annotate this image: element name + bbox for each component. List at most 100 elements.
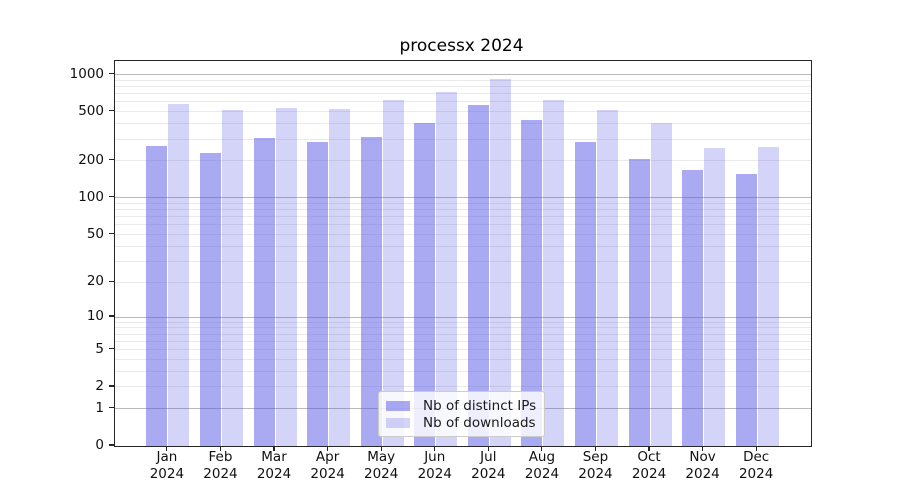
x-tick-label: Sep 2024 <box>578 449 613 482</box>
y-tick-mark <box>108 159 114 161</box>
x-tick-label: Jan 2024 <box>149 449 185 482</box>
bar-distinct-ips-may <box>360 136 382 446</box>
x-tick-label: Mar 2024 <box>256 449 292 482</box>
gridline-minor <box>114 123 811 125</box>
y-tick-label: 20 <box>86 273 104 290</box>
gridline-major <box>114 197 811 199</box>
x-tick-mark <box>702 446 704 451</box>
bar-distinct-ips-jul <box>467 105 489 446</box>
bar-downloads-oct <box>650 122 672 446</box>
y-tick-mark <box>108 407 114 409</box>
y-tick-mark <box>108 315 114 317</box>
y-tick-label: 2 <box>95 377 104 394</box>
y-tick-label: 100 <box>78 188 104 205</box>
y-tick-mark <box>108 385 114 387</box>
gridline-minor <box>114 260 811 262</box>
x-tick-mark <box>648 446 650 451</box>
gridline-major <box>114 74 811 76</box>
x-tick-label: Aug 2024 <box>524 449 560 482</box>
y-tick-label: 10 <box>86 308 104 325</box>
gridline-minor <box>114 340 811 342</box>
x-tick-label: May 2024 <box>363 449 399 482</box>
bar-distinct-ips-jun <box>414 122 436 446</box>
bar-distinct-ips-sep <box>574 142 596 446</box>
x-tick-mark <box>487 446 489 451</box>
y-tick-mark <box>108 280 114 282</box>
bar-downloads-feb <box>221 110 243 446</box>
gridline-minor <box>114 370 811 372</box>
bar-downloads-mar <box>275 107 297 446</box>
gridline-minor <box>114 216 811 218</box>
legend-swatch-downloads <box>386 417 410 428</box>
y-tick-mark <box>108 196 114 198</box>
gridline-minor <box>114 333 811 335</box>
y-tick-mark <box>108 72 114 75</box>
bar-distinct-ips-nov <box>682 169 704 446</box>
y-tick-label: 1 <box>95 399 104 416</box>
bar-downloads-aug <box>543 100 565 446</box>
y-tick-mark <box>108 444 114 446</box>
bar-distinct-ips-feb <box>199 153 221 446</box>
bar-downloads-jan <box>168 103 190 446</box>
x-tick-mark <box>755 446 757 451</box>
gridline-minor <box>114 93 811 95</box>
y-tick-mark <box>108 348 114 350</box>
gridline-minor <box>114 202 811 204</box>
x-tick-mark <box>273 446 275 451</box>
y-tick-label: 500 <box>78 102 104 119</box>
chart-title: processx 2024 <box>399 36 524 56</box>
gridline-minor <box>114 224 811 226</box>
x-tick-mark <box>594 446 597 451</box>
gridline-minor <box>114 327 811 329</box>
legend-item-downloads: Nb of downloads <box>386 415 536 431</box>
gridline-minor <box>114 358 811 360</box>
x-tick-label: Oct 2024 <box>631 449 667 482</box>
bar-distinct-ips-dec <box>735 174 757 446</box>
x-tick-mark <box>327 446 329 451</box>
x-tick-mark <box>380 446 382 451</box>
gridline-minor <box>114 234 811 236</box>
y-tick-label: 1000 <box>69 65 104 82</box>
gridline-minor <box>114 79 811 81</box>
x-tick-mark <box>219 446 222 451</box>
y-tick-mark <box>108 110 114 112</box>
x-tick-label: Apr 2024 <box>310 449 345 482</box>
gridline-minor <box>114 281 811 283</box>
y-tick-mark <box>108 233 114 235</box>
bar-distinct-ips-aug <box>521 120 543 446</box>
gridline-major <box>114 316 811 318</box>
bar-distinct-ips-mar <box>253 138 275 446</box>
x-tick-mark <box>166 446 168 451</box>
gridline-minor <box>114 321 811 323</box>
x-tick-label: Feb 2024 <box>203 449 238 482</box>
gridline-minor <box>114 386 811 388</box>
gridline-minor <box>114 111 811 113</box>
legend-swatch-distinct-ips <box>386 400 410 411</box>
legend-label-downloads: Nb of downloads <box>423 414 536 431</box>
bar-downloads-nov <box>704 147 726 446</box>
bar-distinct-ips-oct <box>628 158 650 446</box>
x-tick-label: Jul 2024 <box>471 449 506 482</box>
y-tick-label: 5 <box>95 340 104 357</box>
bar-downloads-apr <box>329 109 351 446</box>
x-tick-mark <box>434 446 436 451</box>
bar-distinct-ips-jan <box>146 146 168 446</box>
y-tick-label: 0 <box>95 437 104 453</box>
gridline-minor <box>114 209 811 211</box>
plot-area <box>113 60 812 447</box>
gridline-minor <box>114 349 811 351</box>
y-tick-label: 200 <box>78 151 104 168</box>
x-tick-mark <box>541 446 543 451</box>
gridline-minor <box>114 245 811 247</box>
bar-downloads-jun <box>436 91 458 446</box>
x-tick-label: Jun 2024 <box>417 449 452 482</box>
bar-downloads-dec <box>757 146 779 446</box>
gridline-minor <box>114 138 811 140</box>
legend-item-distinct-ips: Nb of distinct IPs <box>386 398 536 414</box>
gridline-minor <box>114 160 811 162</box>
gridline-minor <box>114 101 811 103</box>
x-tick-label: Nov 2024 <box>685 449 720 482</box>
bar-downloads-jul <box>489 78 511 446</box>
bar-distinct-ips-apr <box>307 141 329 446</box>
